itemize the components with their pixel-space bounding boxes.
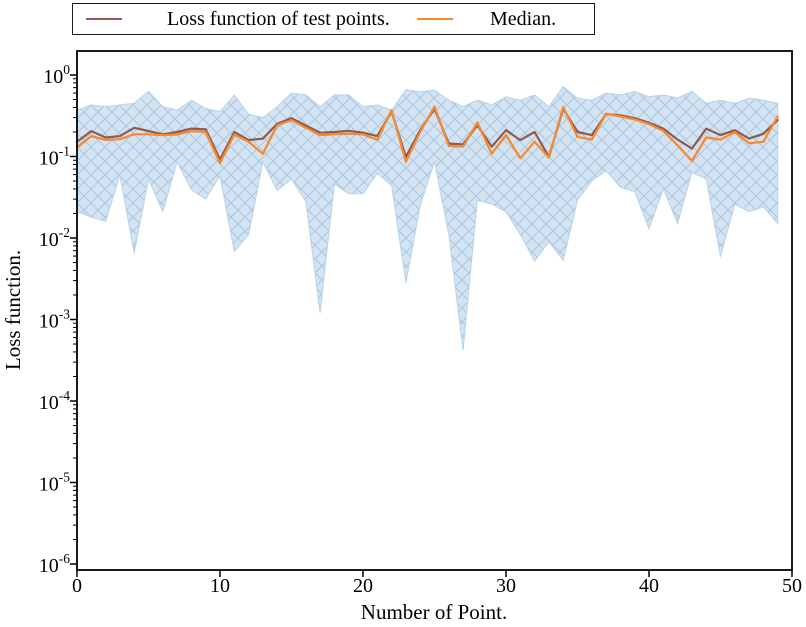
y-tick-exponent: -2 (59, 225, 70, 240)
legend-entry-test-loss (86, 4, 122, 34)
y-tick-label: 10-5 (39, 470, 70, 496)
y-tick-exponent: -3 (59, 307, 70, 322)
x-tick-label: 40 (639, 575, 659, 597)
y-tick-label: 10-2 (39, 225, 70, 251)
y-tick-exponent: 0 (63, 62, 70, 77)
y-tick-exponent: -1 (59, 144, 70, 159)
x-axis-label: Number of Point. (361, 600, 507, 624)
median-line-swatch (417, 18, 453, 20)
y-tick-exponent: -6 (59, 551, 70, 566)
axes-spines (76, 50, 793, 571)
axis-ticks (70, 74, 793, 577)
confidence-band (76, 85, 779, 351)
y-axis-label: Loss function. (1, 250, 25, 370)
x-tick-label: 30 (496, 575, 516, 597)
series-lines (75, 105, 779, 165)
x-tick-label: 50 (782, 575, 802, 597)
legend-label-test-loss: Loss function of test points. (167, 7, 390, 30)
y-tick-label: 10-3 (39, 307, 70, 333)
y-tick-label: 100 (43, 62, 70, 88)
band-polygon (76, 85, 779, 351)
test-loss-line-swatch (86, 18, 122, 20)
x-tick-label: 10 (210, 575, 230, 597)
legend: Loss function of test points. Median. (72, 3, 595, 35)
y-tick-exponent: -5 (59, 470, 70, 485)
x-tick-label: 20 (353, 575, 373, 597)
x-tick-label: 0 (72, 575, 82, 597)
y-tick-exponent: -4 (59, 388, 70, 403)
y-tick-label: 10-6 (39, 551, 70, 577)
y-tick-label: 10-1 (39, 144, 70, 170)
legend-entry-median (417, 4, 453, 34)
y-tick-label: 10-4 (39, 388, 70, 414)
axis-tick-labels: 0 10 20 30 40 50 100 10-1 10-2 10-3 10-4 10-5 10-6 (39, 62, 802, 597)
median-line (75, 105, 779, 165)
legend-label-median: Median. (490, 7, 557, 30)
